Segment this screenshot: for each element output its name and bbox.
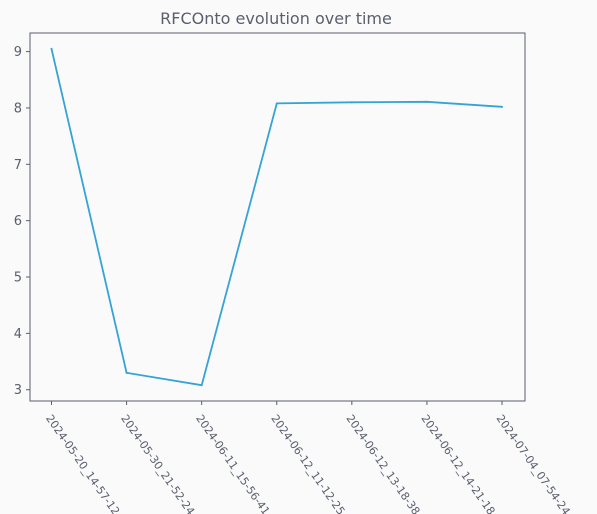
y-tick-label: 4 — [14, 327, 22, 342]
y-tick-label: 6 — [14, 214, 22, 229]
y-tick-label: 7 — [14, 158, 22, 173]
data-point — [501, 105, 503, 108]
data-point — [275, 102, 278, 105]
x-tick-label: 2024-05-30_21-52-24 — [118, 412, 197, 514]
x-axis: 2024-05-20_14-57-122024-05-30_21-52-2420… — [43, 401, 573, 514]
x-tick-label: 2024-06-11_15-56-41 — [193, 412, 272, 514]
y-tick-label: 9 — [14, 45, 22, 60]
y-tick-label: 3 — [14, 383, 22, 398]
x-tick-label: 2024-05-20_14-57-12 — [43, 412, 122, 514]
y-tick-label: 8 — [14, 101, 22, 116]
x-tick-label: 2024-06-12_13-18-38 — [343, 412, 422, 514]
x-tick-label: 2024-07-04_07-54-24 — [494, 412, 573, 514]
series-group — [50, 47, 503, 387]
data-point — [350, 101, 353, 104]
y-tick-label: 5 — [14, 271, 22, 286]
y-axis: 3 4 5 6 7 8 9 — [14, 45, 30, 398]
x-tick-label: 2024-06-12_11-12-25 — [268, 412, 347, 514]
chart-title: RFCOnto evolution over time — [160, 9, 392, 28]
x-tick-label: 2024-06-12_14-21-18 — [418, 412, 497, 514]
data-point — [425, 100, 428, 103]
data-point — [125, 371, 128, 374]
data-point — [200, 384, 203, 387]
plot-area — [29, 32, 526, 402]
data-point — [50, 47, 53, 50]
